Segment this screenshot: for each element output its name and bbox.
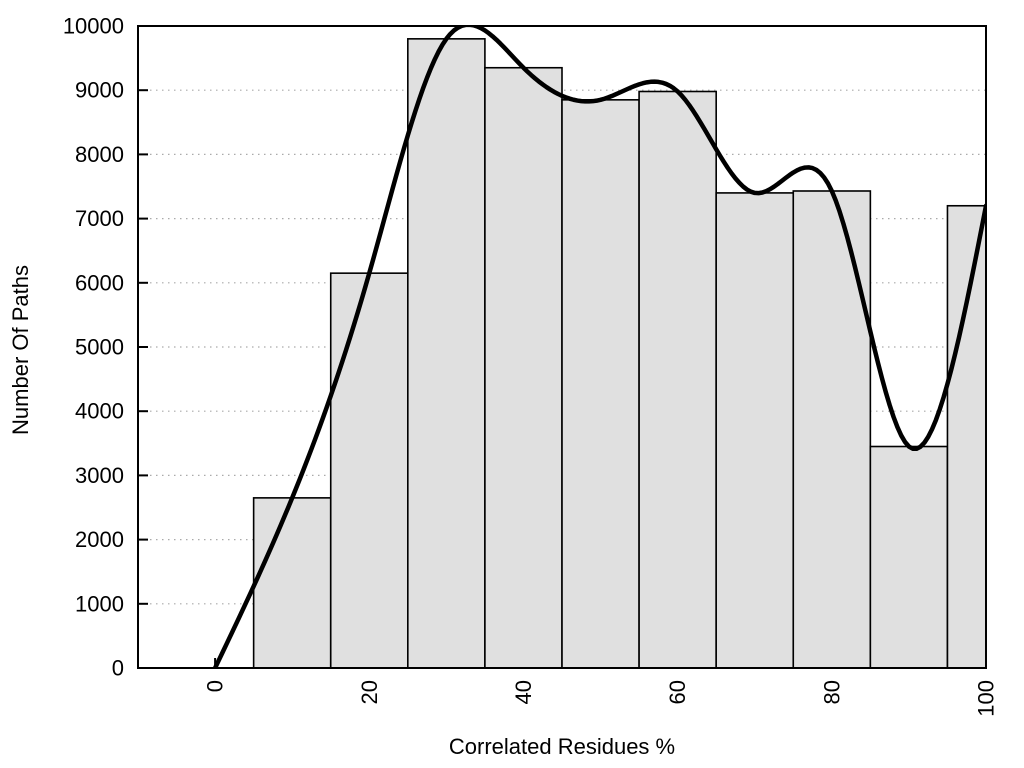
histogram-bar	[792, 190, 872, 669]
x-tick-label: 100	[974, 680, 999, 717]
y-tick-label: 4000	[75, 399, 124, 424]
histogram-bar	[946, 204, 987, 669]
y-tick-label: 9000	[75, 78, 124, 103]
x-tick-label: 40	[511, 680, 536, 704]
x-tick-label: 0	[203, 680, 228, 692]
histogram-bar	[869, 445, 949, 669]
y-tick-label: 8000	[75, 142, 124, 167]
histogram-bar	[638, 90, 717, 669]
y-tick-label: 5000	[75, 335, 124, 360]
y-tick-label: 7000	[75, 206, 124, 231]
y-tick-label: 6000	[75, 270, 124, 295]
histogram-bar	[715, 192, 795, 669]
histogram-bar	[407, 38, 486, 669]
histogram-bar	[561, 99, 640, 669]
density-curve	[212, 26, 986, 668]
y-axis-title: Number Of Paths	[8, 265, 33, 435]
histogram-bar	[484, 66, 563, 669]
y-tick-label: 2000	[75, 527, 124, 552]
x-tick-label: 20	[357, 680, 382, 704]
histogram-bar	[252, 497, 332, 669]
y-tick-label: 1000	[75, 591, 124, 616]
histogram-bar	[329, 272, 409, 669]
y-tick-label: 10000	[63, 14, 124, 39]
x-axis-title: Correlated Residues %	[448, 734, 676, 759]
x-tick-label: 60	[665, 680, 690, 704]
x-tick-label: 80	[819, 680, 844, 704]
plot-border	[137, 25, 987, 669]
y-tick-label: 0	[112, 656, 124, 681]
y-tick-label: 3000	[75, 463, 124, 488]
